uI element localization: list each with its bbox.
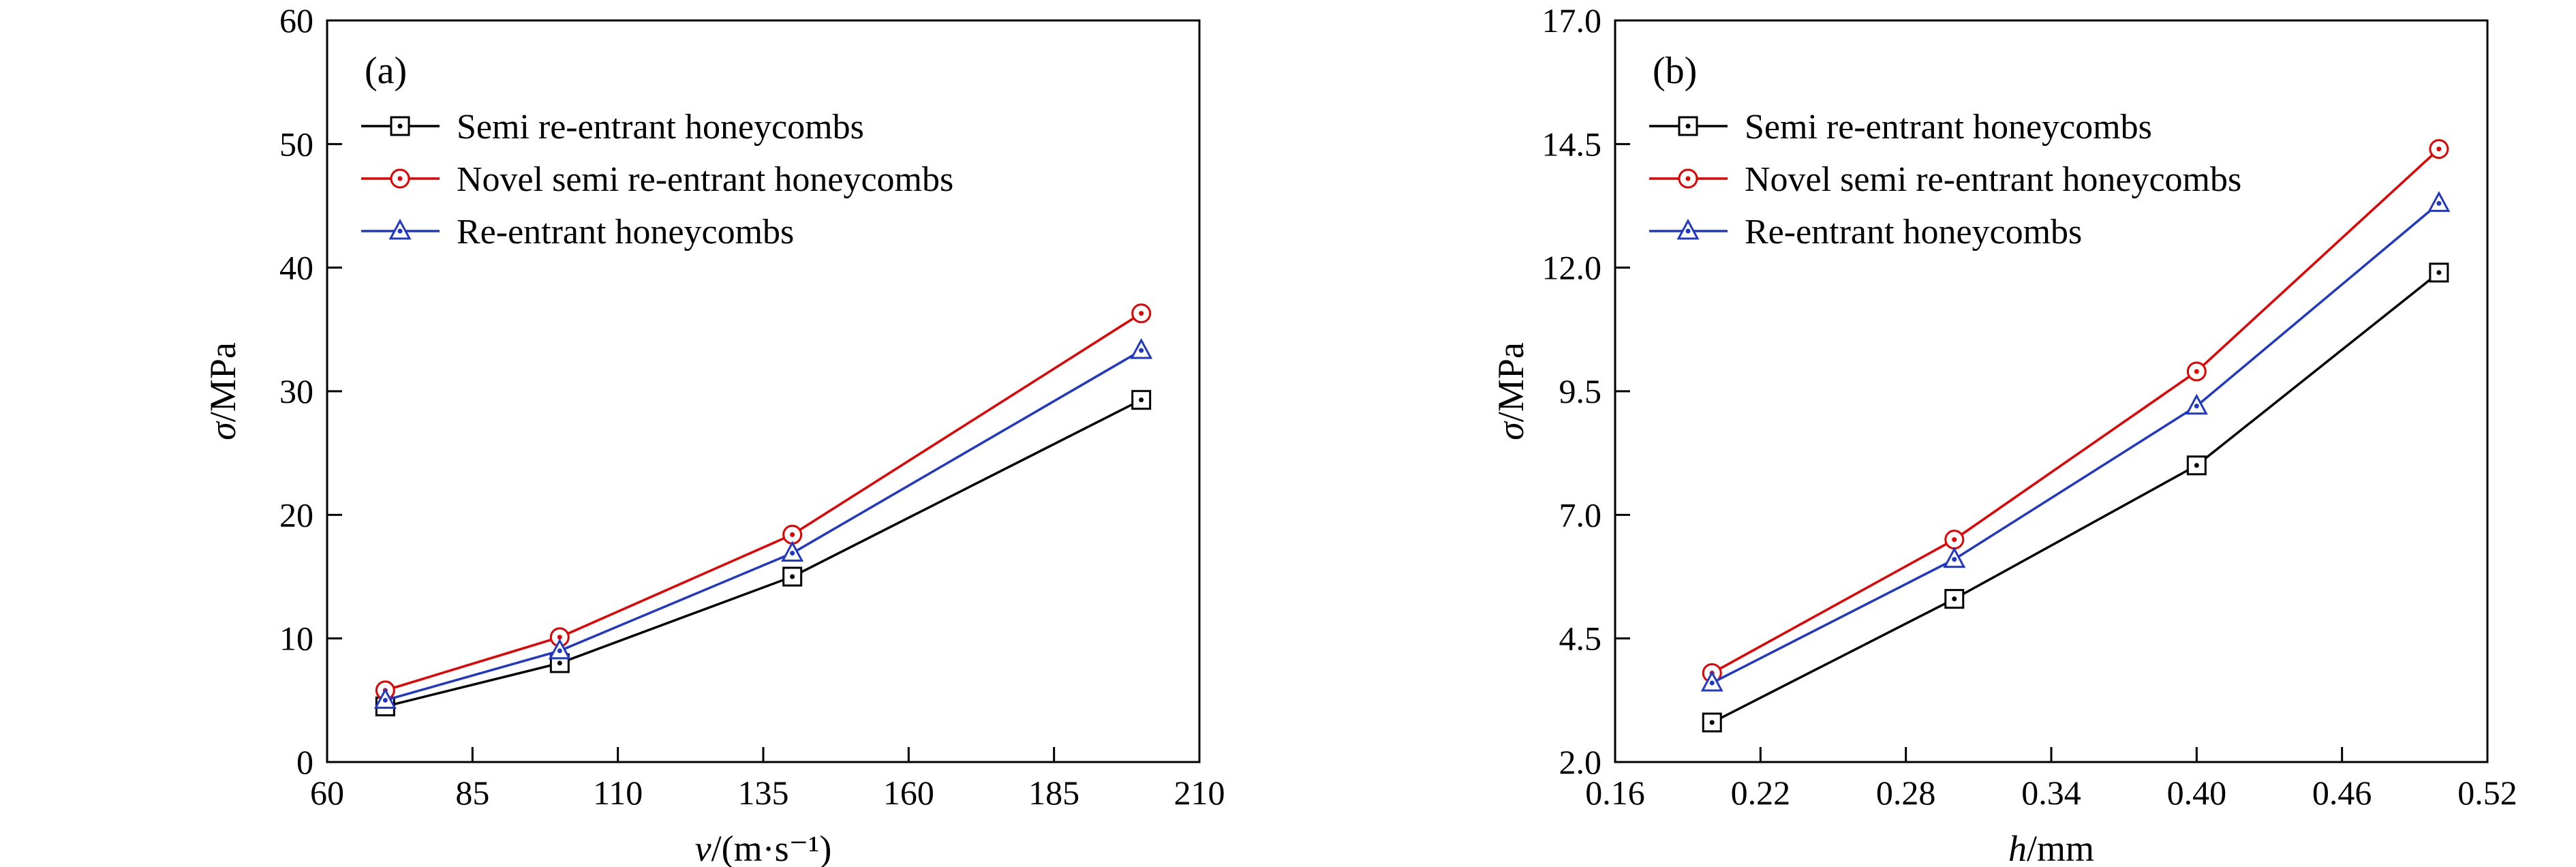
y-tick-label: 17.0	[1542, 1, 1602, 40]
x-tick-label: 0.22	[1731, 774, 1791, 812]
x-tick-label: 0.16	[1585, 774, 1645, 812]
square-marker-dot	[1709, 720, 1715, 725]
triangle-marker-dot	[557, 648, 562, 654]
triangle-marker-dot	[1685, 228, 1691, 234]
circle-marker-dot	[2436, 147, 2442, 152]
chart-panel-a: 0 10 20 30 40 50 60 60 85 110 135 160 185 210 σ/MPa v/(…	[202, 1, 1225, 867]
series-line-2	[1711, 202, 2440, 684]
legend: Semi re-entrant honeycombs Novel semi re-…	[1649, 108, 2241, 252]
triangle-marker-dot	[1139, 348, 1144, 353]
triangle-marker-dot	[1709, 680, 1715, 686]
square-marker-dot	[557, 660, 562, 666]
y-tick-label: 4.5	[1559, 620, 1602, 658]
x-tick-label: 210	[1174, 774, 1225, 812]
y-axis-title: σ/MPa	[1490, 342, 1531, 440]
triangle-marker-dot	[397, 228, 403, 234]
x-tick-label: 160	[883, 774, 934, 812]
legend-label: Semi re-entrant honeycombs	[457, 108, 864, 147]
panel-label: (a)	[365, 50, 407, 92]
series-line-1	[384, 312, 1142, 692]
x-tick-label: 85	[455, 774, 489, 812]
x-tick-label: 0.52	[2457, 774, 2517, 812]
series-group	[1700, 139, 2451, 733]
x-tick-label: 0.46	[2312, 774, 2372, 812]
axes: 0 10 20 30 40 50 60 60 85 110 135 160 185 210 σ/MPa v/(…	[202, 1, 1225, 867]
legend-label: Re-entrant honeycombs	[457, 213, 794, 252]
y-tick-label: 9.5	[1559, 372, 1602, 410]
x-tick-label: 110	[593, 774, 643, 812]
y-tick-label: 40	[279, 249, 313, 287]
series-line-0	[384, 399, 1142, 708]
circle-marker-dot	[557, 635, 562, 640]
square-marker-dot	[790, 574, 795, 579]
legend-item-2: Re-entrant honeycombs	[361, 213, 794, 252]
y-tick-label: 2.0	[1559, 743, 1602, 781]
legend: Semi re-entrant honeycombs Novel semi re-…	[361, 108, 953, 252]
legend-label: Semi re-entrant honeycombs	[1745, 108, 2152, 147]
chart-b-svg: 2.0 4.5 7.0 9.5 12.0 14.5 17.0 0.16 0.22 0.28 0.34…	[1490, 1, 2517, 867]
y-tick-label: 50	[279, 125, 313, 163]
y-tick-label: 30	[279, 372, 313, 410]
x-tick-label: 135	[738, 774, 789, 812]
triangle-marker-dot	[2194, 404, 2199, 409]
square-marker-dot	[1952, 596, 1957, 602]
y-tick-label: 10	[279, 620, 313, 658]
square-marker-dot	[1139, 397, 1144, 403]
y-tick-label: 7.0	[1559, 496, 1602, 534]
series-group	[373, 303, 1153, 716]
triangle-marker-dot	[382, 697, 388, 703]
square-marker-dot	[1685, 123, 1691, 129]
triangle-marker-dot	[790, 551, 795, 556]
y-tick-label: 0	[296, 743, 313, 781]
y-tick-label: 14.5	[1542, 125, 1602, 163]
axes: 2.0 4.5 7.0 9.5 12.0 14.5 17.0 0.16 0.22 0.28 0.34…	[1490, 1, 2517, 867]
circle-marker-dot	[1952, 537, 1957, 543]
circle-marker-dot	[1685, 176, 1691, 181]
legend-item-1: Novel semi re-entrant honeycombs	[1649, 160, 2241, 199]
circle-marker-dot	[2194, 369, 2199, 374]
square-marker-dot	[2194, 463, 2199, 468]
legend-item-1: Novel semi re-entrant honeycombs	[361, 160, 953, 199]
y-tick-label: 60	[279, 1, 313, 40]
chart-panel-b: 2.0 4.5 7.0 9.5 12.0 14.5 17.0 0.16 0.22 0.28 0.34…	[1288, 0, 2576, 867]
legend-label: Novel semi re-entrant honeycombs	[1745, 160, 2241, 199]
triangle-marker-dot	[2436, 200, 2442, 206]
chart-a-svg: 0 10 20 30 40 50 60 60 85 110 135 160 185 210 σ/MPa v/(…	[202, 1, 1225, 867]
legend-label: Novel semi re-entrant honeycombs	[457, 160, 953, 199]
circle-marker-dot	[790, 532, 795, 537]
legend-label: Re-entrant honeycombs	[1745, 213, 2082, 252]
x-axis-title: h/mm	[2008, 828, 2094, 867]
legend-item-0: Semi re-entrant honeycombs	[361, 108, 864, 147]
x-tick-label: 185	[1028, 774, 1079, 812]
legend-item-0: Semi re-entrant honeycombs	[1649, 108, 2152, 147]
panel-label: (b)	[1653, 50, 1697, 92]
x-tick-label: 0.28	[1876, 774, 1936, 812]
square-marker-dot	[2436, 270, 2442, 275]
x-tick-label: 0.34	[2021, 774, 2081, 812]
y-tick-label: 20	[279, 496, 313, 534]
x-tick-label: 0.40	[2167, 774, 2227, 812]
x-tick-label: 60	[310, 774, 344, 812]
series-line-1	[1711, 148, 2440, 674]
circle-marker-dot	[1139, 311, 1144, 316]
triangle-marker-dot	[1952, 557, 1957, 562]
y-tick-label: 12.0	[1542, 249, 1602, 287]
x-axis-title: v/(m·s⁻¹)	[695, 828, 832, 867]
legend-item-2: Re-entrant honeycombs	[1649, 213, 2082, 252]
circle-marker-dot	[397, 176, 403, 181]
square-marker-dot	[397, 123, 403, 129]
square-marker-icon	[390, 116, 410, 136]
series-line-0	[1711, 271, 2440, 724]
y-axis-title: σ/MPa	[202, 342, 243, 440]
square-marker-icon	[1131, 390, 1152, 410]
series-line-2	[384, 349, 1142, 702]
square-marker-icon	[2429, 262, 2449, 283]
